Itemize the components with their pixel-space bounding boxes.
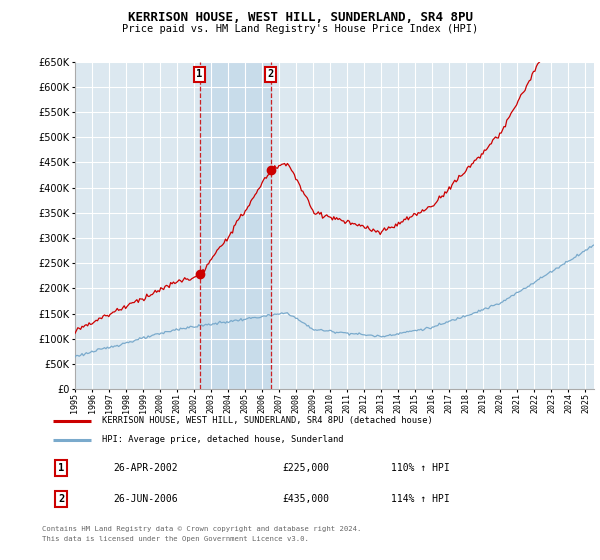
Text: 26-JUN-2006: 26-JUN-2006 bbox=[113, 494, 178, 503]
Text: 2: 2 bbox=[268, 69, 274, 79]
Text: KERRISON HOUSE, WEST HILL, SUNDERLAND, SR4 8PU (detached house): KERRISON HOUSE, WEST HILL, SUNDERLAND, S… bbox=[102, 417, 433, 426]
Text: 26-APR-2002: 26-APR-2002 bbox=[113, 464, 178, 473]
Text: Price paid vs. HM Land Registry's House Price Index (HPI): Price paid vs. HM Land Registry's House … bbox=[122, 24, 478, 34]
Text: HPI: Average price, detached house, Sunderland: HPI: Average price, detached house, Sund… bbox=[102, 435, 344, 444]
Text: KERRISON HOUSE, WEST HILL, SUNDERLAND, SR4 8PU: KERRISON HOUSE, WEST HILL, SUNDERLAND, S… bbox=[128, 11, 473, 24]
Text: 2: 2 bbox=[58, 494, 64, 503]
Text: 1: 1 bbox=[196, 69, 203, 79]
Text: Contains HM Land Registry data © Crown copyright and database right 2024.: Contains HM Land Registry data © Crown c… bbox=[42, 526, 361, 533]
Bar bbox=[200, 62, 271, 389]
Text: 1: 1 bbox=[58, 464, 64, 473]
Text: This data is licensed under the Open Government Licence v3.0.: This data is licensed under the Open Gov… bbox=[42, 536, 309, 542]
Text: 110% ↑ HPI: 110% ↑ HPI bbox=[391, 464, 450, 473]
Text: £225,000: £225,000 bbox=[282, 464, 329, 473]
Text: 114% ↑ HPI: 114% ↑ HPI bbox=[391, 494, 450, 503]
Text: £435,000: £435,000 bbox=[282, 494, 329, 503]
